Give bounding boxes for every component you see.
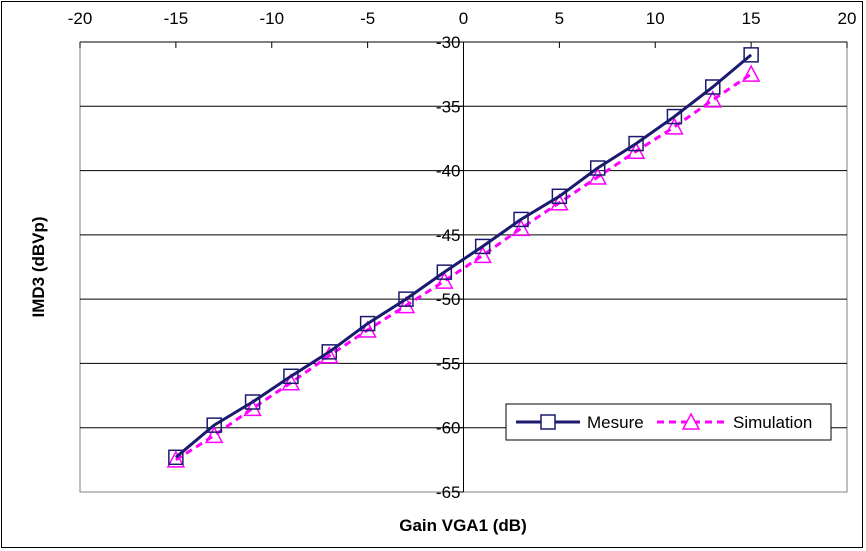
data-point-simulation [204, 425, 224, 444]
y-tick-label: -65 [436, 483, 461, 502]
x-tick-label: 10 [646, 9, 665, 28]
data-point-simulation [588, 167, 607, 185]
x-tick-label: 5 [555, 9, 564, 28]
data-point-simulation [358, 320, 377, 338]
legend-mesure-marker [540, 414, 556, 430]
data-point-simulation [741, 64, 761, 82]
data-point-simulation [281, 373, 301, 391]
series-line-simulation [175, 72, 752, 462]
data-point-simulation [396, 295, 416, 314]
data-point-mesure [206, 417, 222, 433]
series [166, 47, 761, 468]
data-point-mesure [168, 449, 184, 466]
data-point-simulation [511, 218, 531, 237]
data-point-mesure [283, 368, 299, 385]
data-point-mesure [321, 344, 338, 360]
data-point-mesure [513, 211, 529, 228]
x-tick-label: -20 [68, 9, 93, 28]
data-point-simulation [703, 90, 723, 108]
data-point-simulation [166, 450, 186, 468]
y-tick-label: -45 [436, 226, 461, 245]
axes: -20 -15 -10 -5 0 5 10 15 20-30-35-40-45-50-55-60… [68, 9, 857, 502]
y-tick-label: -60 [436, 419, 461, 438]
data-point-simulation [435, 271, 454, 289]
legend: Mesure Simulation [505, 403, 832, 441]
data-point-mesure [398, 291, 414, 307]
x-tick-label: 15 [742, 9, 761, 28]
x-tick-label: 20 [838, 9, 857, 28]
data-point-simulation [473, 245, 492, 264]
x-tick-label: -10 [259, 9, 284, 28]
y-tick-label: -55 [436, 354, 461, 373]
data-point-mesure [589, 160, 606, 176]
data-point-mesure [666, 108, 683, 125]
data-point-mesure [474, 238, 491, 255]
data-point-mesure [628, 135, 644, 152]
data-point-simulation [665, 117, 684, 135]
x-axis-title: Gain VGA1 (dB) [399, 516, 527, 535]
data-point-simulation [243, 398, 262, 417]
x-tick-label: -5 [360, 9, 375, 28]
legend-simulation-marker [681, 412, 701, 430]
y-tick-label: -50 [436, 290, 461, 309]
y-tick-label: -35 [436, 97, 461, 116]
data-point-mesure [436, 264, 453, 280]
legend-mesure-label: Mesure [587, 413, 644, 432]
legend-simulation-label: Simulation [733, 413, 812, 432]
data-point-simulation [550, 193, 569, 211]
data-point-mesure [705, 79, 721, 95]
y-tick-label: -30 [436, 33, 461, 52]
y-axis-title: IMD3 (dBVp) [29, 216, 48, 317]
x-tick-label: -15 [164, 9, 189, 28]
series-line-mesure [174, 53, 753, 459]
y-tick-label: -40 [436, 162, 461, 181]
data-point-mesure [743, 47, 759, 63]
data-point-mesure [551, 188, 568, 205]
data-point-mesure [244, 394, 261, 410]
x-tick-label: 0 [459, 9, 468, 28]
data-point-mesure [359, 315, 376, 332]
